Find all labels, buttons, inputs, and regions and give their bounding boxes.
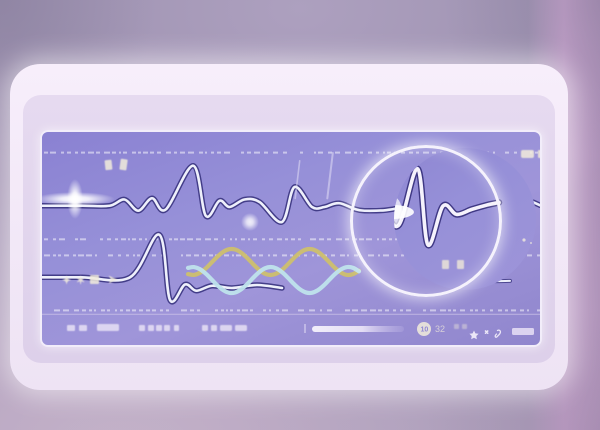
svg-text:10: 10 (421, 327, 429, 334)
svg-text:✦: ✦ (62, 275, 71, 287)
svg-text:✶: ✶ (76, 275, 85, 287)
svg-text:➤: ➤ (108, 274, 118, 286)
svg-text:32: 32 (435, 324, 445, 334)
